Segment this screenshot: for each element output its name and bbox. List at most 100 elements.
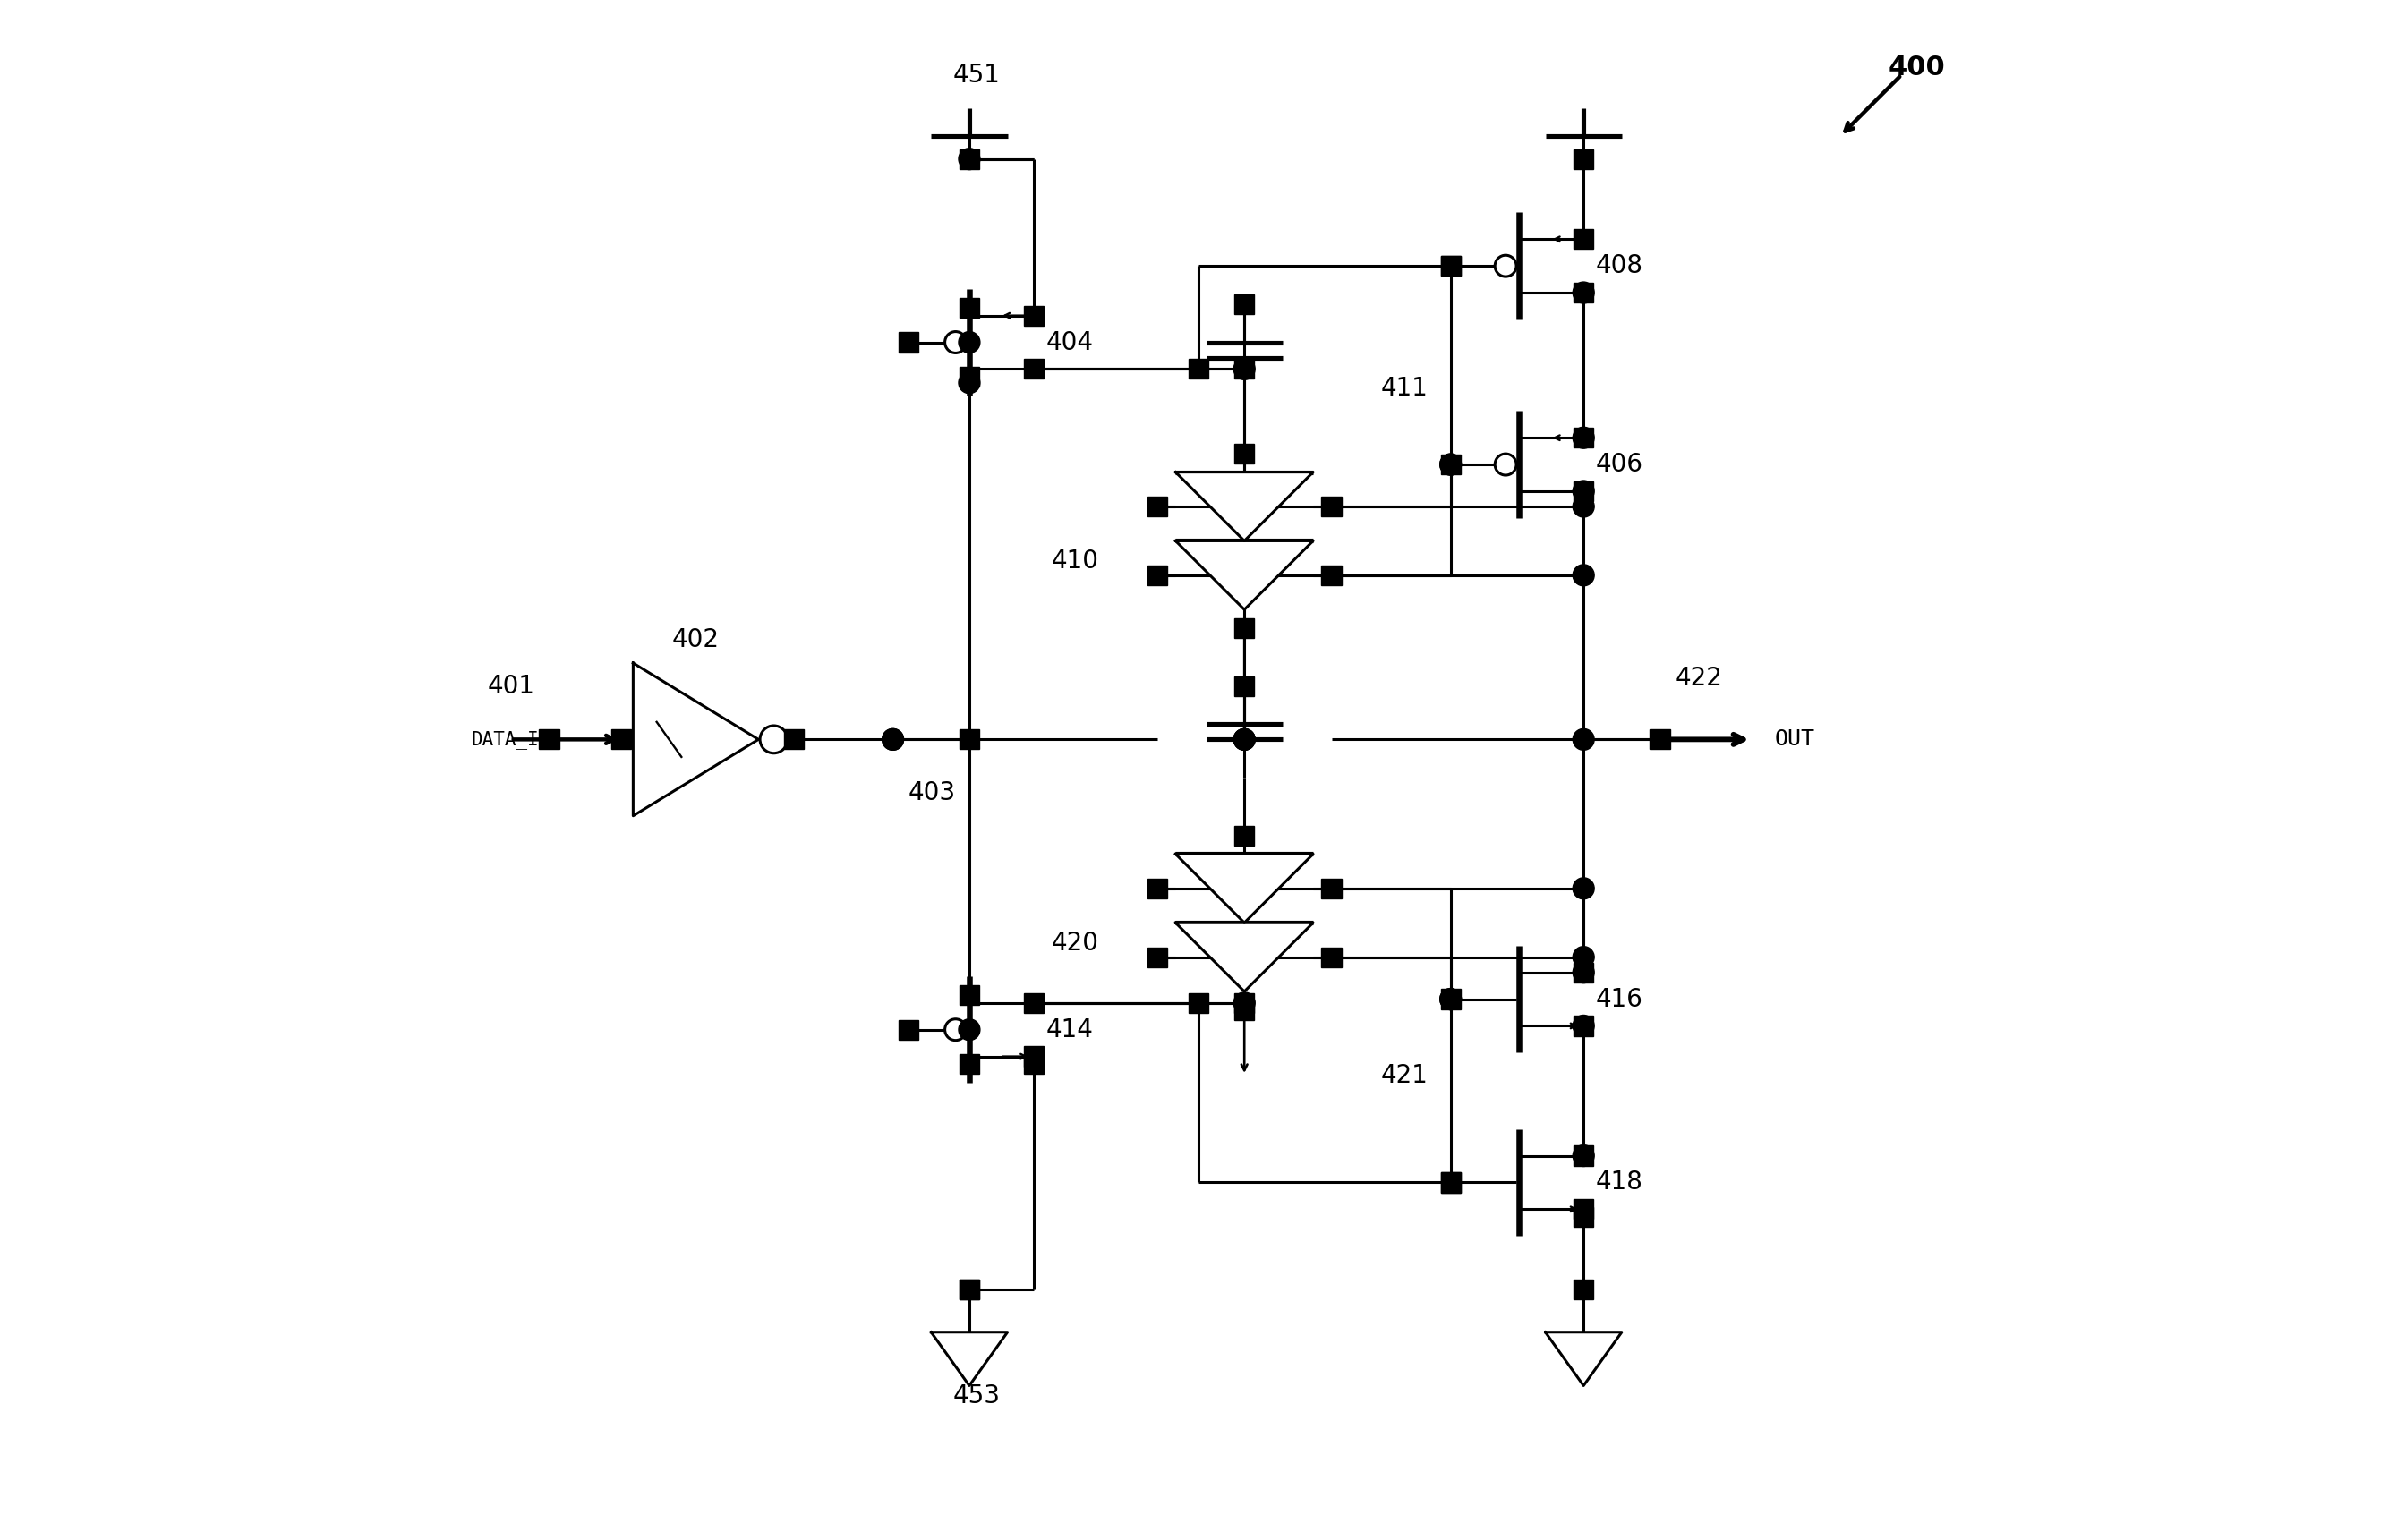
Circle shape [959,1019,980,1041]
Bar [1024,1053,1043,1073]
Bar [1572,1207,1594,1227]
Text: 406: 406 [1596,451,1644,477]
Text: 411: 411 [1381,376,1429,400]
Text: 400: 400 [1889,54,1946,80]
Bar [899,1019,918,1040]
Bar [1234,993,1254,1013]
Circle shape [959,148,980,169]
Text: 402: 402 [671,628,719,653]
Bar [1189,359,1208,379]
Circle shape [1234,359,1256,380]
Bar [1441,454,1460,474]
Circle shape [1572,728,1594,750]
Bar [1572,482,1594,501]
Bar [959,1280,980,1300]
Circle shape [1234,728,1256,750]
Circle shape [1234,992,1256,1013]
Bar [1234,294,1254,314]
Bar [1572,229,1594,249]
Text: 422: 422 [1676,665,1723,691]
Text: 451: 451 [954,63,1000,88]
Bar [1024,359,1043,379]
Bar [1572,962,1594,983]
Bar [1234,618,1254,638]
Circle shape [1441,989,1462,1010]
Text: 453: 453 [954,1384,1000,1409]
Circle shape [882,728,904,750]
Circle shape [1234,728,1256,750]
Bar [784,730,803,750]
Bar [959,986,980,1006]
Bar [1572,1280,1594,1300]
Bar [1148,496,1167,516]
Circle shape [1441,454,1462,476]
Bar [1572,1200,1594,1220]
Text: 420: 420 [1052,930,1100,956]
Circle shape [1572,565,1594,585]
Circle shape [1572,947,1594,967]
Bar [1234,359,1254,379]
Bar [959,149,980,169]
Bar [1572,1016,1594,1036]
Circle shape [1572,282,1594,303]
Bar [1234,444,1254,464]
Bar [1148,878,1167,898]
Polygon shape [1175,922,1314,992]
Text: 410: 410 [1052,548,1100,574]
Bar [1572,149,1594,169]
Circle shape [959,373,980,393]
Circle shape [1441,454,1462,476]
Bar [1572,283,1594,302]
Text: 421: 421 [1381,1063,1429,1089]
Bar [611,730,630,750]
Text: 416: 416 [1596,987,1642,1012]
Polygon shape [1175,541,1314,610]
Bar [1649,730,1671,750]
Text: 403: 403 [908,781,956,805]
Bar [539,730,559,750]
Polygon shape [1175,473,1314,541]
Bar [1321,565,1342,585]
Bar [959,297,980,317]
Bar [959,1280,980,1300]
Bar [1441,1172,1460,1192]
Bar [959,367,980,387]
Bar [899,333,918,353]
Bar [1234,676,1254,696]
Bar [1321,496,1342,516]
Bar [1024,305,1043,325]
Circle shape [1572,496,1594,517]
Bar [959,730,980,750]
Circle shape [959,331,980,353]
Bar [1321,878,1342,898]
Circle shape [1572,480,1594,502]
Bar [1189,993,1208,1013]
Circle shape [1572,878,1594,899]
Bar [1234,825,1254,845]
Bar [1572,428,1594,448]
Circle shape [1441,989,1462,1010]
Text: 401: 401 [487,673,535,699]
Text: 418: 418 [1596,1170,1642,1195]
Circle shape [882,728,904,750]
Text: OUT: OUT [1774,728,1815,750]
Bar [1441,989,1460,1009]
Circle shape [1572,1146,1594,1166]
Bar [1441,256,1460,276]
Bar [1572,1146,1594,1166]
Circle shape [1234,728,1256,750]
Polygon shape [1175,855,1314,922]
Bar [1024,1047,1043,1066]
Circle shape [1572,1015,1594,1036]
Bar [1441,1172,1460,1192]
Circle shape [1572,427,1594,448]
Bar [1148,947,1167,967]
Text: DATA_IN: DATA_IN [472,730,551,748]
Bar [1024,993,1043,1013]
Bar [1234,999,1254,1019]
Bar [959,1053,980,1073]
Text: 408: 408 [1596,254,1644,279]
Text: 414: 414 [1045,1016,1093,1043]
Bar [1441,256,1460,276]
Text: 404: 404 [1045,330,1093,354]
